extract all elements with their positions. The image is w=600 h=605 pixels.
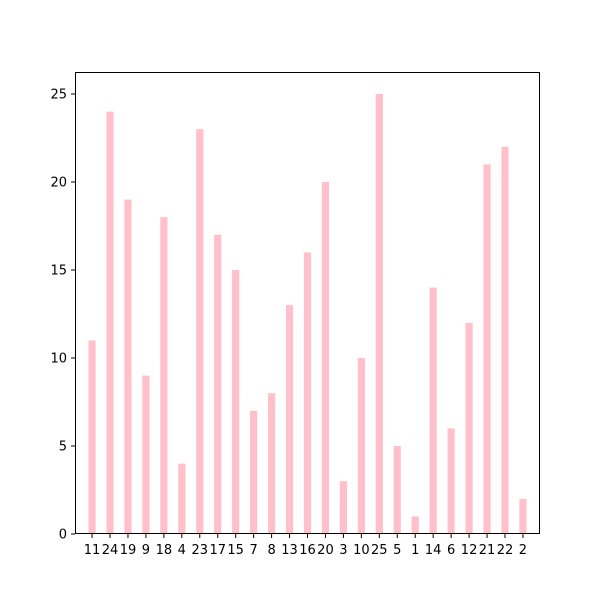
y-axis: 0 5 10 15 20 25 xyxy=(50,88,75,543)
bar-24 xyxy=(106,111,114,534)
x-tick-label: 25 xyxy=(371,543,388,558)
x-axis: 11 24 19 9 18 4 23 17 15 7 8 13 16 20 3 10 25 5 1 14 6 12 21 22… xyxy=(84,534,527,558)
x-tick-label: 22 xyxy=(497,543,514,558)
y-tick-label: 10 xyxy=(50,352,67,367)
bar-4 xyxy=(178,463,186,534)
x-tick-label: 2 xyxy=(519,543,527,558)
bar-20 xyxy=(321,182,330,534)
x-tick-label: 18 xyxy=(156,543,173,558)
bars-layer xyxy=(88,94,527,535)
plot-frame xyxy=(75,72,540,534)
y-tick-label: 0 xyxy=(59,528,67,543)
x-tick-label: 15 xyxy=(227,543,244,558)
bar-5 xyxy=(393,446,401,534)
x-tick-label: 4 xyxy=(178,543,186,558)
y-tick-label: 15 xyxy=(50,264,67,279)
bar-21 xyxy=(483,164,491,534)
bar-17 xyxy=(214,234,222,535)
bar-10 xyxy=(357,358,365,534)
bar-11 xyxy=(88,340,96,534)
x-tick-label: 20 xyxy=(317,543,334,558)
x-tick-label: 16 xyxy=(299,543,316,558)
x-tick-label: 14 xyxy=(425,543,442,558)
x-tick-label: 17 xyxy=(209,543,226,558)
bar-3 xyxy=(339,481,347,534)
x-tick-label: 13 xyxy=(281,543,298,558)
y-tick-label: 5 xyxy=(59,440,67,455)
x-tick-label: 6 xyxy=(447,543,455,558)
x-tick-label: 7 xyxy=(249,543,257,558)
bar-9 xyxy=(142,375,150,534)
bar-14 xyxy=(429,287,437,534)
bar-23 xyxy=(196,129,204,534)
x-tick-label: 3 xyxy=(339,543,347,558)
bar-15 xyxy=(232,270,240,534)
y-tick-label: 20 xyxy=(50,176,67,191)
bar-19 xyxy=(124,199,132,534)
x-tick-label: 10 xyxy=(353,543,370,558)
bar-8 xyxy=(268,393,276,534)
x-tick-label: 1 xyxy=(411,543,419,558)
bar-18 xyxy=(160,217,168,534)
y-tick-label: 25 xyxy=(50,88,67,103)
bar-16 xyxy=(303,252,312,534)
x-tick-label: 8 xyxy=(267,543,275,558)
x-tick-label: 12 xyxy=(461,543,478,558)
x-tick-label: 19 xyxy=(120,543,137,558)
bar-22 xyxy=(501,146,509,535)
bar-2 xyxy=(519,498,527,534)
x-tick-label: 5 xyxy=(393,543,401,558)
x-tick-label: 23 xyxy=(192,543,209,558)
bar-1 xyxy=(411,516,419,534)
bar-7 xyxy=(250,410,258,534)
bar-13 xyxy=(285,305,294,534)
x-tick-label: 24 xyxy=(102,543,119,558)
bar-25 xyxy=(375,94,383,534)
bar-12 xyxy=(465,322,473,534)
x-tick-label: 21 xyxy=(479,543,496,558)
bar-6 xyxy=(447,428,455,534)
x-tick-label: 9 xyxy=(142,543,150,558)
x-tick-label: 11 xyxy=(84,543,101,558)
